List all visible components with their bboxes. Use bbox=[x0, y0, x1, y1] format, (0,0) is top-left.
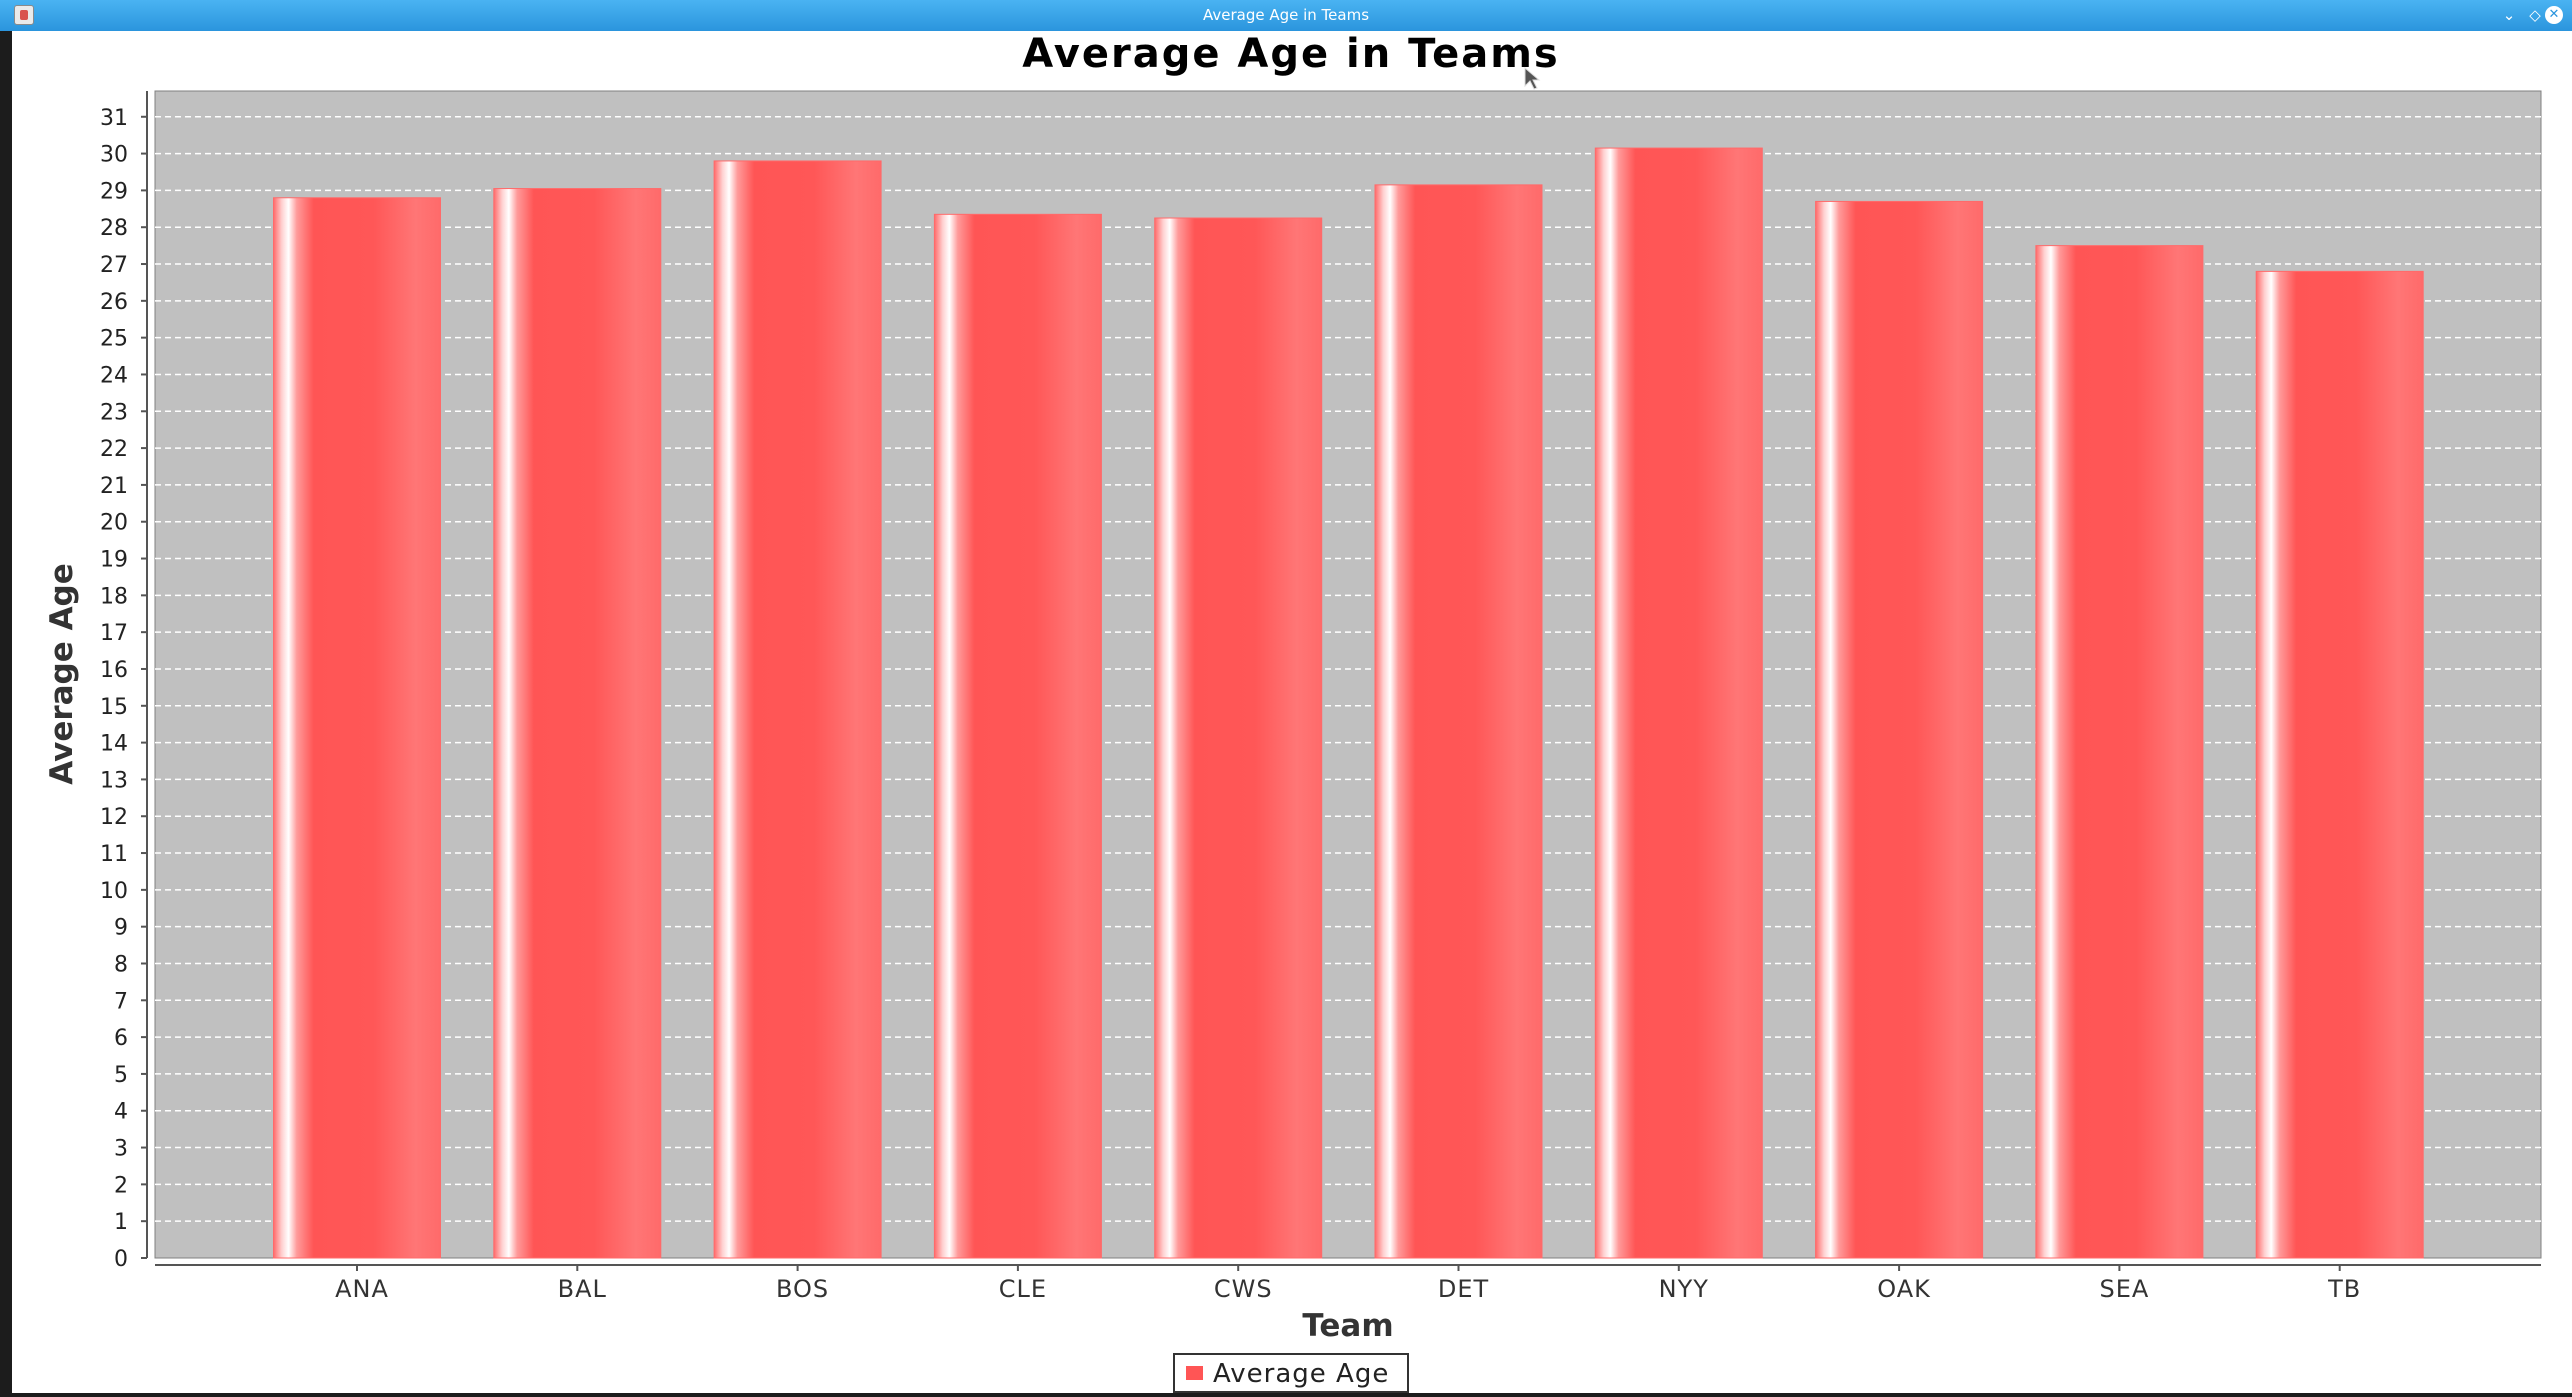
chart-title: Average Age in Teams bbox=[1022, 31, 1559, 77]
x-tick-label: TB bbox=[2327, 1275, 2361, 1303]
y-tick-label: 31 bbox=[100, 106, 128, 131]
y-tick-label: 29 bbox=[100, 179, 128, 204]
y-tick-label: 0 bbox=[114, 1247, 128, 1272]
y-tick-label: 20 bbox=[100, 511, 128, 536]
y-tick-label: 23 bbox=[100, 400, 128, 425]
y-tick-label: 24 bbox=[100, 363, 128, 388]
window-bottom-edge bbox=[0, 1393, 2572, 1397]
bars bbox=[273, 147, 2424, 1259]
y-tick-label: 11 bbox=[100, 842, 128, 867]
bar-sea bbox=[2035, 245, 2204, 1259]
x-tick-label: CLE bbox=[999, 1275, 1047, 1303]
legend-label: Average Age bbox=[1213, 1359, 1389, 1389]
y-tick-label: 5 bbox=[114, 1063, 128, 1088]
x-axis-title: Team bbox=[1302, 1308, 1393, 1344]
bar-bal bbox=[493, 188, 662, 1259]
mouse-cursor-icon bbox=[1524, 66, 1541, 90]
y-tick-label: 10 bbox=[100, 879, 128, 904]
x-tick-label: BAL bbox=[558, 1275, 607, 1303]
x-tick-label: BOS bbox=[776, 1275, 829, 1303]
y-tick-label: 3 bbox=[114, 1137, 128, 1162]
bar-tb bbox=[2255, 270, 2424, 1259]
bar-oak bbox=[1815, 200, 1984, 1259]
y-tick-label: 26 bbox=[100, 290, 128, 315]
y-tick-label: 9 bbox=[114, 916, 128, 941]
legend-swatch bbox=[1186, 1366, 1203, 1380]
y-tick-label: 27 bbox=[100, 253, 128, 278]
maximize-icon[interactable]: ◇ bbox=[2529, 6, 2541, 24]
legend: Average Age bbox=[1173, 1353, 1409, 1393]
window-title: Average Age in Teams bbox=[1202, 6, 1370, 24]
y-tick-label: 8 bbox=[114, 952, 128, 977]
y-tick-label: 12 bbox=[100, 805, 128, 830]
y-tick-label: 13 bbox=[100, 768, 128, 793]
y-tick-label: 28 bbox=[100, 216, 128, 241]
y-tick-label: 19 bbox=[100, 548, 128, 573]
x-tick-label: OAK bbox=[1877, 1275, 1931, 1303]
window-titlebar[interactable]: Average Age in Teams ⌄ ◇ ✕ bbox=[0, 0, 2572, 31]
bar-det bbox=[1374, 184, 1543, 1259]
y-tick-label: 22 bbox=[100, 437, 128, 462]
window-left-edge bbox=[0, 0, 12, 1397]
y-tick-label: 14 bbox=[100, 732, 128, 757]
y-tick-label: 30 bbox=[100, 143, 128, 168]
x-tick-label: ANA bbox=[335, 1275, 389, 1303]
bar-bos bbox=[713, 160, 882, 1259]
x-axis-ticks: ANA BAL BOS CLE CWS DET NYY OAK SEA TB bbox=[335, 1265, 2361, 1303]
minimize-icon[interactable]: ⌄ bbox=[2502, 6, 2516, 24]
y-tick-label: 18 bbox=[100, 584, 128, 609]
x-tick-label: NYY bbox=[1659, 1275, 1709, 1303]
bar-ana bbox=[273, 197, 441, 1259]
bar-cws bbox=[1154, 217, 1323, 1259]
y-tick-label: 6 bbox=[114, 1026, 128, 1051]
x-tick-label: SEA bbox=[2099, 1275, 2149, 1303]
x-tick-label: DET bbox=[1438, 1275, 1489, 1303]
y-tick-label: 17 bbox=[100, 621, 128, 646]
y-tick-label: 21 bbox=[100, 474, 128, 499]
y-tick-label: 25 bbox=[100, 327, 128, 352]
x-tick-label: CWS bbox=[1214, 1275, 1273, 1303]
java-app-icon[interactable] bbox=[14, 5, 34, 25]
y-tick-label: 4 bbox=[114, 1100, 128, 1125]
y-tick-label: 15 bbox=[100, 695, 128, 720]
y-tick-label: 2 bbox=[114, 1173, 128, 1198]
bar-nyy bbox=[1594, 147, 1763, 1259]
y-axis-title: Average Age bbox=[44, 563, 80, 785]
bar-cle bbox=[933, 213, 1102, 1259]
y-tick-label: 7 bbox=[114, 989, 128, 1014]
y-tick-label: 16 bbox=[100, 658, 128, 683]
y-axis-ticks: 0123456789101112131415161718192021222324… bbox=[100, 106, 147, 1272]
close-icon[interactable]: ✕ bbox=[2545, 6, 2563, 24]
gridlines bbox=[155, 116, 2541, 1222]
y-tick-label: 1 bbox=[114, 1210, 128, 1235]
legend-box bbox=[1173, 1353, 1409, 1393]
